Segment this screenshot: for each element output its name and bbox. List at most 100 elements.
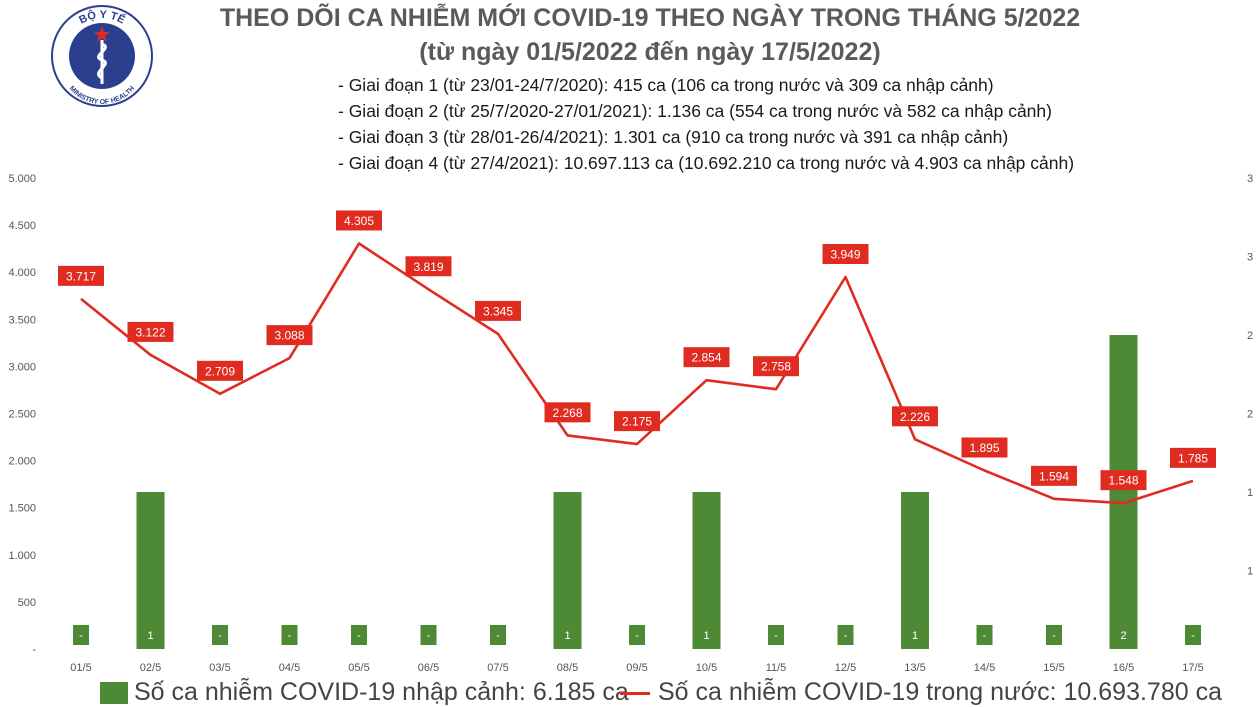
bar-zero-marker [1046, 625, 1062, 645]
left-axis: - 500 1.000 1.500 2.000 2.500 3.000 3.500 4.000 4… [8, 173, 36, 656]
right-axis: 1 1 2 2 3 3 [1247, 173, 1253, 578]
line-value-label: 1.895 [969, 441, 999, 455]
right-tick-label: 1 [1247, 566, 1253, 578]
legend-bar-label: Số ca nhiễm COVID-19 nhập cảnh: 6.185 ca [134, 678, 629, 706]
line-path [80, 242, 1194, 505]
left-tick-label: 3.500 [8, 314, 36, 326]
bar-value-label: 2 [1120, 630, 1126, 642]
right-tick-label: 3 [1247, 173, 1253, 185]
bar-value-label: - [427, 630, 431, 642]
bar-zero-marker [281, 625, 298, 645]
line-label-box [475, 300, 521, 321]
bar-zero-marker [490, 625, 506, 645]
bar-zero-marker [351, 625, 367, 645]
bar-value-label: - [1191, 630, 1195, 642]
logo-top-text: BỘ Y TẾ [77, 8, 127, 26]
line-label-box [753, 356, 799, 377]
line-label-box [683, 347, 730, 368]
bar-zero-marker [629, 625, 645, 645]
x-tick-label: 01/5 [70, 662, 91, 674]
bar [1109, 335, 1138, 649]
line-label-box [58, 265, 104, 286]
line-label-box [544, 402, 591, 423]
bar-value-label: 1 [564, 630, 570, 642]
bar-value-label: - [357, 630, 361, 642]
left-tick-label: - [32, 644, 36, 656]
phase-note-4: - Giai đoạn 4 (từ 27/4/2021): 10.697.113… [338, 153, 1075, 173]
left-tick-label: 1.500 [8, 503, 36, 515]
svg-text:BỘ Y TẾ: BỘ Y TẾ [77, 8, 127, 26]
bar [136, 492, 165, 649]
line-label-box [405, 256, 452, 277]
bar-zero-marker [212, 625, 228, 645]
line-label-box [197, 360, 243, 381]
left-tick-label: 4.500 [8, 220, 36, 232]
bar-zero-marker [837, 625, 854, 645]
bar [553, 492, 582, 649]
line-value-label: 4.305 [344, 214, 374, 228]
right-tick-label: 1 [1247, 487, 1253, 499]
bar-value-label: - [288, 630, 292, 642]
line-data-labels: 3.717 3.122 2.709 3.088 4.305 3.819 3.345 2.268… [58, 210, 1216, 491]
line-label-box [266, 325, 313, 346]
legend-bar: Số ca nhiễm COVID-19 nhập cảnh: 6.185 ca [100, 678, 629, 707]
line-value-label: 2.709 [205, 364, 235, 378]
bar [692, 492, 721, 649]
line-label-box [1031, 465, 1077, 486]
line-value-label: 1.548 [1108, 474, 1138, 488]
bar-value-label: - [1052, 630, 1056, 642]
legend-line: Số ca nhiễm COVID-19 trong nước: 10.693.… [620, 678, 1222, 707]
bar-value-label: - [774, 630, 778, 642]
x-tick-label: 02/5 [140, 662, 161, 674]
line-value-label: 2.226 [900, 410, 930, 424]
line-label-box [336, 210, 382, 231]
line-value-label: 2.758 [761, 360, 791, 374]
line-value-label: 3.717 [66, 269, 96, 283]
phase-note-1: - Giai đoạn 1 (từ 23/01-24/7/2020): 415 … [338, 75, 994, 95]
line-value-label: 3.088 [274, 329, 304, 343]
bar-value-label: - [79, 630, 83, 642]
x-tick-label: 03/5 [209, 662, 230, 674]
bar-value-label: - [983, 630, 987, 642]
line-value-label: 2.268 [552, 406, 582, 420]
x-tick-label: 13/5 [904, 662, 925, 674]
x-axis-labels: 01/5 02/5 03/5 04/5 05/5 06/5 07/5 08/5 09/5 10/5… [70, 662, 1203, 674]
bar-value-label: - [496, 630, 500, 642]
bar-value-label: - [844, 630, 848, 642]
bar-series: - 1 - - - - - 1 - 1 - - 1 - - 2 - [73, 335, 1201, 649]
x-tick-label: 07/5 [487, 662, 508, 674]
bar-zero-marker [73, 625, 89, 645]
bar-value-label: 1 [703, 630, 709, 642]
legend-bar-swatch [100, 682, 128, 705]
right-tick-label: 2 [1247, 330, 1253, 342]
line-label-box [1170, 447, 1216, 468]
x-tick-label: 14/5 [974, 662, 995, 674]
phase-note-3: - Giai đoạn 3 (từ 28/01-26/4/2021): 1.30… [338, 127, 1009, 147]
legend-line-swatch [620, 691, 650, 695]
chart-subtitle: (từ ngày 01/5/2022 đến ngày 17/5/2022) [419, 38, 881, 66]
x-tick-label: 11/5 [766, 662, 787, 674]
line-label-box [614, 411, 660, 432]
line-value-label: 3.122 [135, 325, 165, 339]
left-tick-label: 4.000 [8, 267, 36, 279]
x-tick-label: 09/5 [626, 662, 647, 674]
line-value-label: 1.594 [1039, 469, 1069, 483]
line-series [80, 242, 1194, 505]
bar-zero-marker [976, 625, 993, 645]
line-label-box [127, 321, 174, 342]
bar-value-label: 1 [912, 630, 918, 642]
line-label-box [961, 437, 1008, 458]
left-tick-label: 2.000 [8, 456, 36, 468]
left-tick-label: 1.000 [8, 550, 36, 562]
line-label-box [822, 244, 869, 265]
line-label-box [892, 406, 938, 427]
x-tick-label: 10/5 [696, 662, 717, 674]
legend-line-label: Số ca nhiễm COVID-19 trong nước: 10.693.… [658, 678, 1222, 706]
x-tick-label: 15/5 [1043, 662, 1064, 674]
ministry-of-health-logo: BỘ Y TẾ MINISTRY OF HEALTH [51, 5, 153, 107]
right-tick-label: 2 [1247, 409, 1253, 421]
right-tick-label: 3 [1247, 252, 1253, 264]
bar-value-label: 1 [147, 630, 153, 642]
phase-notes: - Giai đoạn 1 (từ 23/01-24/7/2020): 415 … [338, 72, 1074, 176]
left-tick-label: 3.000 [8, 361, 36, 373]
